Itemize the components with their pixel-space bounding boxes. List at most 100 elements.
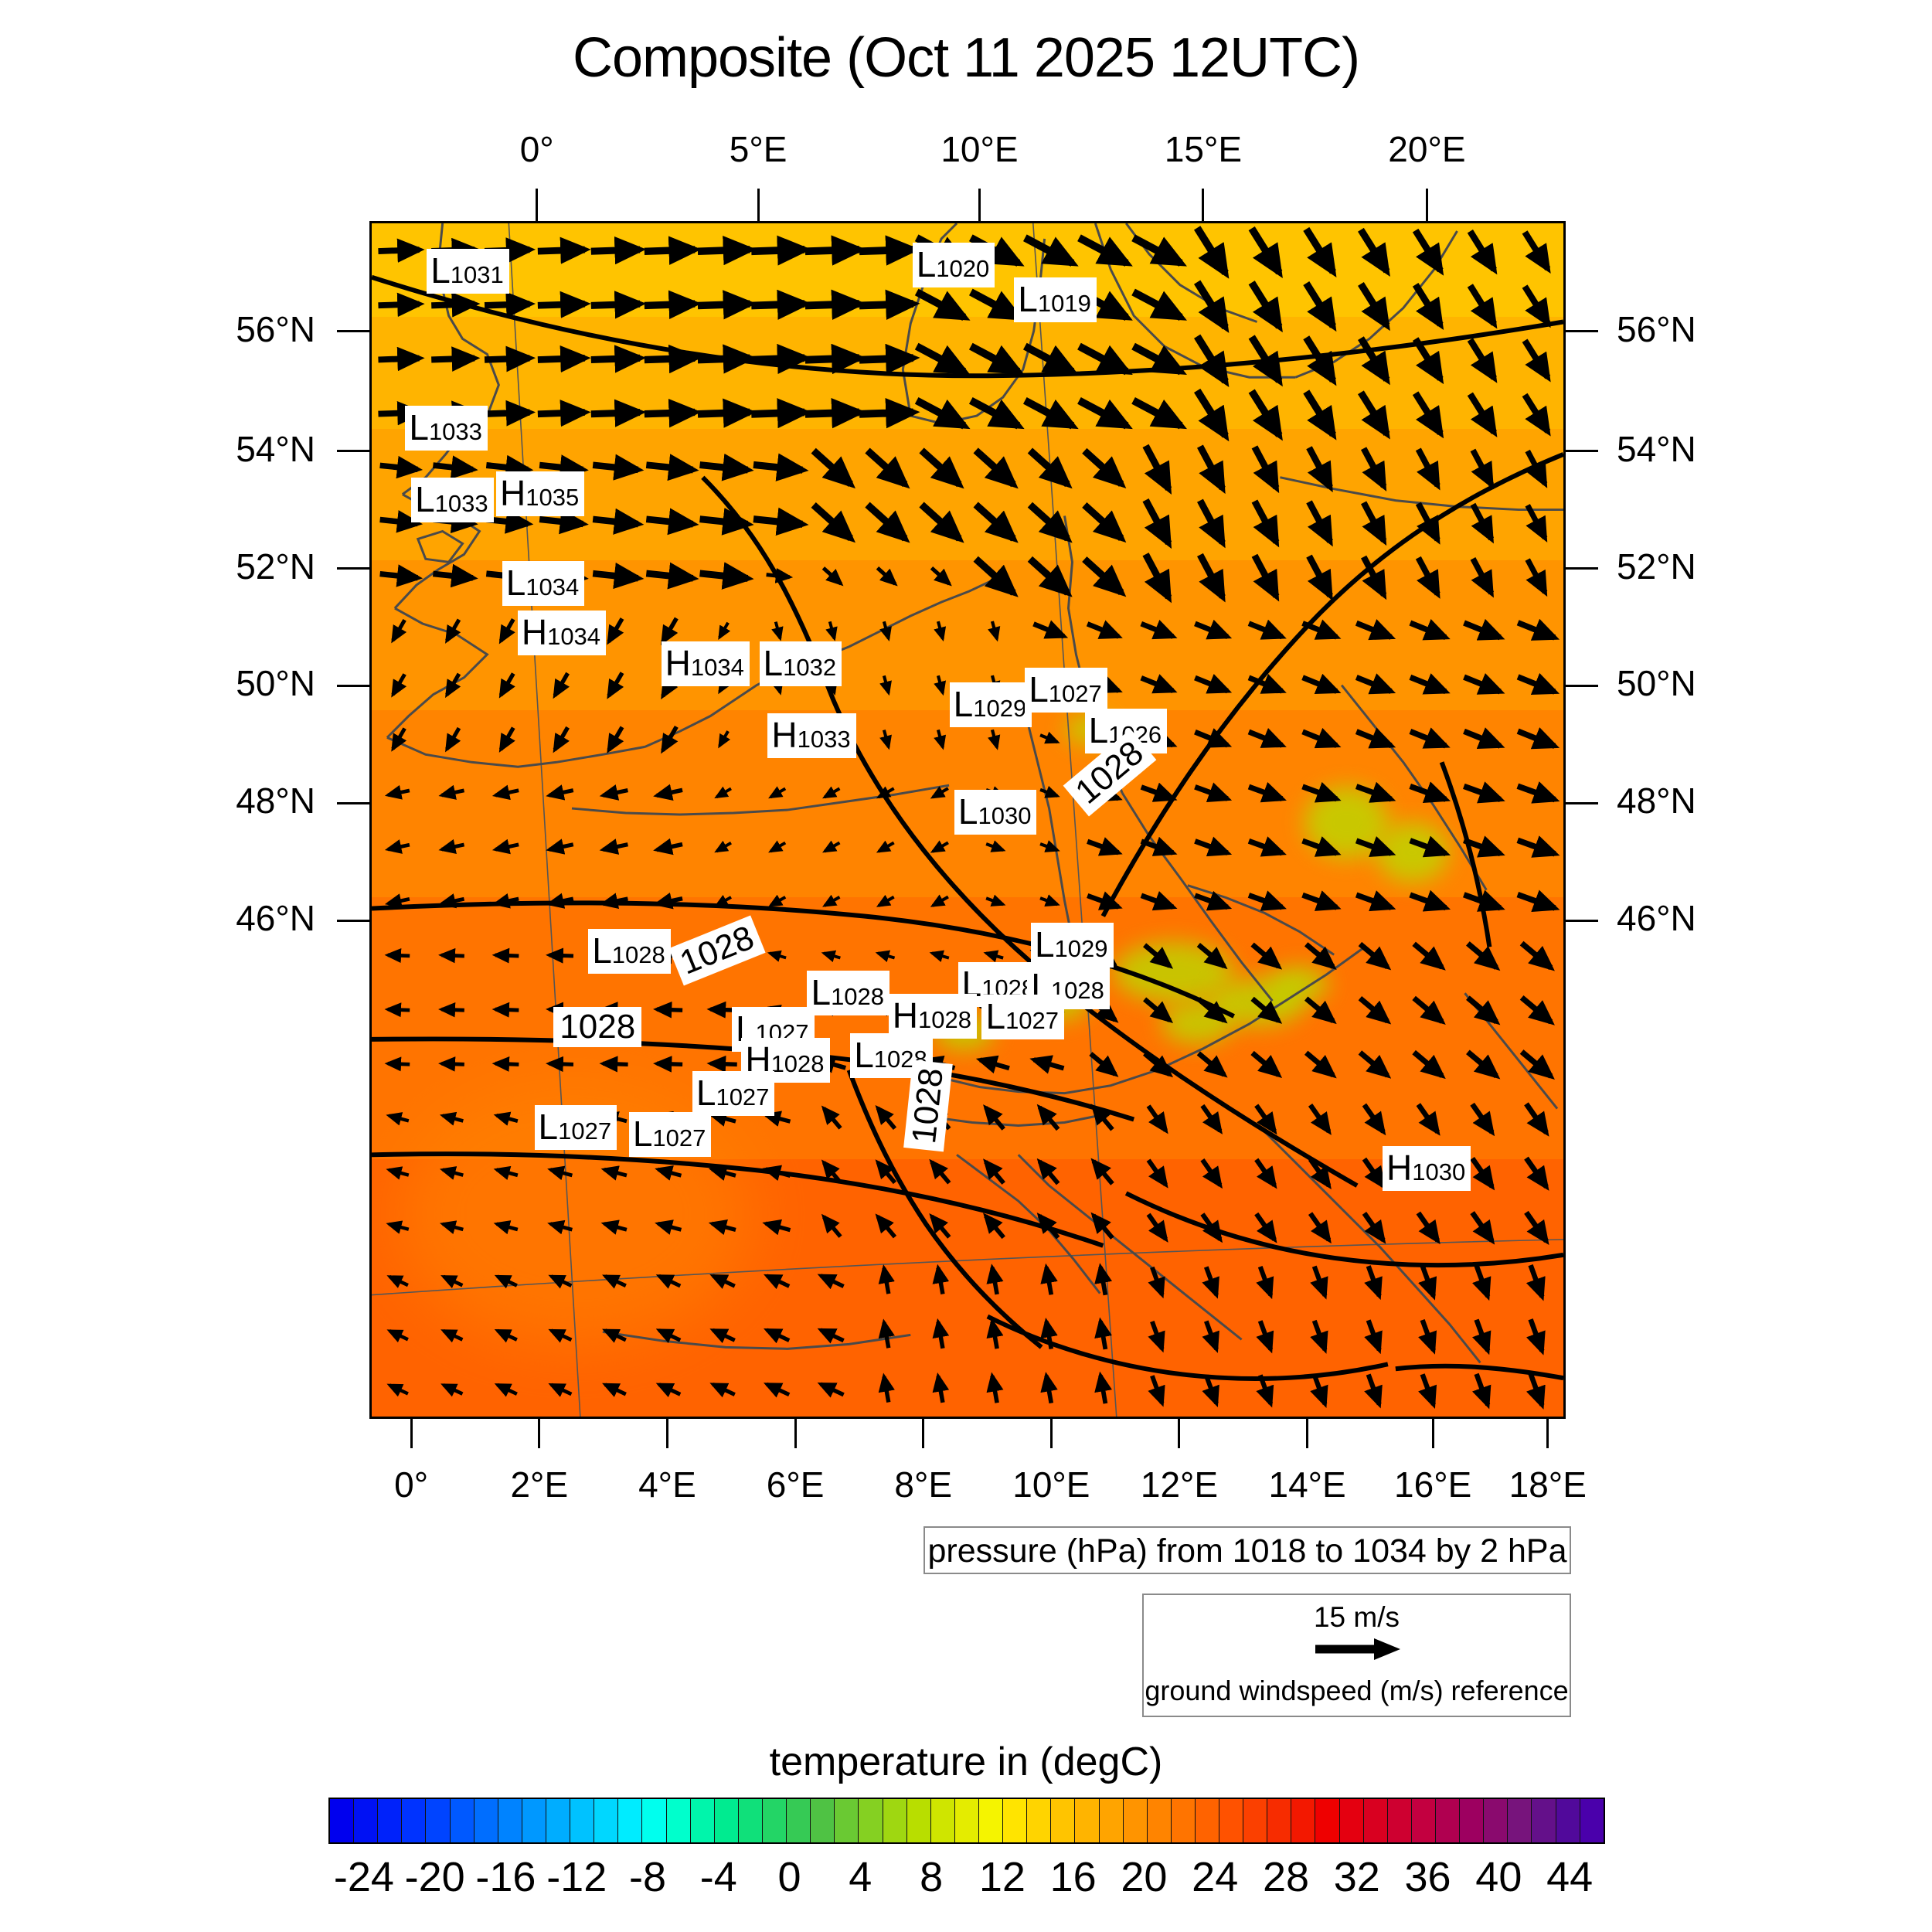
wind-arrow (1418, 1318, 1437, 1355)
axis-label-bottom: 18°E (1509, 1464, 1587, 1505)
wind-arrow (875, 1213, 897, 1239)
colorbar[interactable] (328, 1798, 1605, 1844)
wind-arrow (600, 1219, 628, 1235)
wind-arrow (1247, 619, 1287, 640)
wind-arrow (1036, 1213, 1060, 1240)
wind-arrow (1524, 1156, 1549, 1191)
wind-arrow (879, 730, 892, 750)
wind-arrow (929, 1158, 951, 1185)
axis-tick (1566, 567, 1598, 570)
wind-arrow (1472, 1372, 1492, 1410)
wind-arrow (1516, 672, 1560, 695)
wind-arrow (1463, 889, 1505, 912)
pressure-contours (372, 274, 1563, 1381)
colorbar-segment (859, 1799, 883, 1842)
wind-arrow (537, 291, 591, 318)
wind-arrow (1247, 836, 1287, 857)
colorbar-segment (1147, 1799, 1172, 1842)
axis-label-bottom: 0° (394, 1464, 429, 1505)
wind-arrow (1358, 996, 1392, 1025)
wind-arrow (592, 454, 645, 481)
wind-arrow (876, 566, 898, 587)
wind-arrow (607, 726, 624, 753)
wind-arrow (494, 1328, 518, 1343)
wind-arrow (1304, 942, 1337, 971)
colorbar-segment (402, 1799, 427, 1842)
wind-arrow (1027, 502, 1073, 543)
wind-arrow (445, 618, 461, 644)
wind-arrow (1254, 1104, 1277, 1135)
wind-arrow (607, 672, 624, 699)
wind-arrow (1355, 781, 1396, 803)
wind-arrow (709, 1383, 736, 1398)
wind-arrow (1306, 500, 1333, 547)
temperature-band (372, 747, 1563, 767)
colorbar-segment (1484, 1799, 1509, 1842)
wind-arrow (432, 563, 478, 588)
wind-arrow (1077, 342, 1133, 376)
wind-arrow-icon (1315, 1638, 1400, 1660)
colorbar-segment (426, 1799, 451, 1842)
wind-arrow (1472, 1318, 1492, 1355)
axis-label-left: 48°N (236, 781, 315, 821)
wind-arrow (1194, 674, 1233, 694)
wind-arrow (811, 502, 855, 543)
wind-arrow (1094, 1371, 1113, 1404)
wind-arrow (919, 447, 964, 489)
wind-arrow (537, 345, 591, 373)
wind-arrow (590, 399, 647, 427)
wind-arrow (968, 396, 1025, 430)
colorbar-segment (450, 1799, 474, 1842)
wind-arrow (378, 238, 425, 263)
wind-arrow (1308, 1212, 1332, 1244)
map-canvas[interactable]: L1031 L1020 L1019 L1033 L1033 H1035 L1034 H1034… (369, 221, 1566, 1419)
wind-arrow (1310, 1319, 1328, 1354)
axis-tick (922, 1419, 925, 1448)
wind-arrow (1140, 836, 1178, 856)
wind-arrow (986, 1264, 1004, 1295)
wind-arrow (386, 1383, 409, 1397)
colorbar-segment (978, 1799, 1004, 1842)
wind-arrow (1040, 1317, 1058, 1350)
wind-arrow (751, 398, 811, 429)
wind-arrow (1200, 1158, 1223, 1189)
wind-arrow (1470, 557, 1495, 598)
wind-arrow (431, 292, 481, 318)
wind-arrow (929, 1213, 951, 1239)
wind-arrow (932, 1372, 950, 1403)
wind-arrow (1409, 727, 1451, 749)
wind-arrow (492, 893, 519, 909)
wind-arrow (1301, 673, 1342, 695)
wind-reference-caption: ground windspeed (m/s) reference (1145, 1675, 1569, 1706)
colorbar-segment (1219, 1799, 1244, 1842)
wind-arrow (440, 1328, 464, 1343)
wind-arrow (1248, 389, 1283, 441)
colorbar-tick-label: 36 (1404, 1854, 1451, 1900)
wind-arrow (714, 840, 732, 853)
wind-arrow (378, 292, 425, 318)
colorbar-segment (1387, 1799, 1412, 1842)
axis-label-left: 50°N (236, 663, 315, 704)
wind-arrow (1358, 227, 1390, 277)
wind-arrow (384, 893, 410, 908)
wind-arrow (1094, 1317, 1113, 1350)
wind-arrow (655, 1274, 682, 1289)
wind-arrow (1466, 941, 1501, 971)
wind-arrow (1412, 337, 1444, 385)
wind-arrow (384, 839, 410, 854)
wind-arrow (599, 893, 628, 910)
wind-arrow (879, 621, 892, 641)
wind-arrow (384, 947, 410, 964)
wind-arrow (1409, 781, 1451, 804)
colorbar-segment (378, 1799, 403, 1842)
high-pressure-marker: H1028 (888, 993, 977, 1039)
wind-arrow (1250, 996, 1283, 1024)
wind-arrow (379, 564, 423, 587)
colorbar-tick-label: 32 (1333, 1854, 1380, 1900)
colorbar-segment (1580, 1799, 1604, 1842)
wind-arrow (1194, 334, 1230, 388)
wind-arrow (445, 672, 461, 699)
axis-tick (538, 1419, 541, 1448)
axis-tick (337, 684, 369, 687)
colorbar-segment (642, 1799, 667, 1842)
